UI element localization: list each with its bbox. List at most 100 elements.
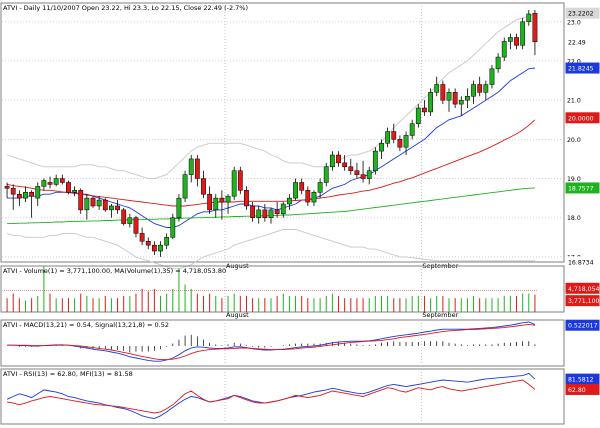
price-header: ATVI - Daily 11/10/2007 Open 23.22, Hi 2… — [3, 4, 248, 12]
candle-body — [520, 21, 526, 46]
candle — [501, 37, 507, 61]
candle — [213, 194, 219, 218]
rsi-series-line-1 — [7, 379, 536, 414]
candle-body — [78, 190, 84, 211]
candle — [4, 182, 10, 199]
candle-body — [532, 12, 538, 43]
candle — [90, 196, 96, 208]
candle — [188, 155, 194, 183]
price-y-tick-label: 20.0 — [567, 137, 581, 144]
candle — [133, 215, 139, 238]
candle-body — [422, 107, 427, 113]
candle-body — [428, 92, 433, 113]
candle — [139, 227, 145, 246]
candle-body — [4, 186, 10, 189]
candle-body — [237, 170, 243, 191]
candle-body — [139, 233, 145, 242]
candle-body — [477, 84, 483, 93]
candle-body — [121, 209, 127, 224]
candle-body — [250, 205, 255, 218]
rsi-series-line-0 — [6, 372, 536, 419]
candle-body — [102, 199, 108, 211]
macd-flag-label: 0.522017 — [568, 323, 598, 330]
candle-body — [489, 68, 495, 85]
candle — [256, 205, 262, 224]
candle-body — [391, 131, 397, 140]
candle — [329, 151, 335, 171]
candle — [29, 190, 35, 218]
candle-body — [16, 193, 22, 199]
candle-body — [526, 13, 532, 23]
candle — [440, 80, 446, 105]
candle-body — [458, 99, 464, 105]
price-frame — [0, 2, 565, 263]
candle-body — [305, 190, 311, 203]
candle — [299, 178, 305, 195]
candle-body — [323, 166, 329, 183]
macd-header: ATVI - MACD(13,21) = 0.54, Signal(13,21,… — [3, 321, 169, 329]
candle-body — [287, 197, 292, 205]
candle — [151, 241, 157, 255]
candle-body — [274, 209, 280, 215]
candle-body — [53, 178, 59, 185]
macd-panel: ATVI - MACD(13,21) = 0.54, Signal(13,21,… — [0, 319, 600, 367]
candle-body — [262, 209, 268, 218]
candle-body — [483, 84, 489, 93]
volume-flag-box — [565, 295, 600, 307]
candle — [84, 194, 90, 220]
price-flag-label: 22.49 — [568, 39, 586, 46]
candle-body — [471, 84, 476, 97]
candle-body — [164, 237, 170, 246]
candle-body — [354, 170, 360, 175]
candle-body — [440, 84, 446, 101]
price-flag-box — [565, 112, 600, 124]
price-y-tick-label: 18.0 — [567, 215, 581, 222]
candle-body — [225, 195, 231, 203]
candle — [170, 213, 176, 240]
candle-body — [348, 166, 354, 171]
price-flag-box — [565, 256, 600, 268]
candle — [219, 190, 225, 220]
candle — [182, 170, 188, 203]
candle-body — [219, 197, 225, 203]
candle-body — [201, 178, 206, 195]
candle — [409, 119, 415, 140]
candle-body — [145, 240, 151, 246]
candle-body — [465, 96, 470, 101]
candle — [145, 237, 151, 250]
candle — [422, 100, 427, 116]
candle — [348, 158, 354, 175]
candle — [428, 88, 433, 116]
candle — [434, 76, 440, 97]
volume-header: ATVI - Volume(1) = 3,771,100.00, MA(Volu… — [3, 267, 226, 275]
candle-body — [336, 154, 341, 164]
candle — [336, 151, 341, 167]
candle-body — [317, 182, 323, 193]
candle — [96, 196, 102, 210]
candle — [520, 17, 526, 50]
candle-body — [293, 182, 298, 199]
volume-flag-label: 4,718,054 — [568, 286, 600, 293]
candle-body — [397, 139, 403, 148]
candle-body — [342, 162, 348, 168]
candle-body — [360, 174, 366, 179]
candle — [121, 207, 127, 226]
candle — [59, 174, 65, 185]
candle — [237, 166, 243, 195]
candle — [225, 194, 231, 214]
candle-body — [244, 190, 249, 207]
candle — [323, 162, 329, 187]
macd-frame — [0, 319, 565, 367]
volume-panel: AugustSeptemberOctoberATVI - Volume(1) =… — [0, 265, 600, 319]
volume-frame — [0, 265, 565, 313]
candle-body — [127, 217, 133, 224]
volume-month-label: September — [422, 311, 458, 319]
candle — [207, 186, 213, 214]
candle — [372, 147, 378, 175]
candle — [532, 10, 538, 56]
candle-body — [409, 123, 415, 136]
candle — [244, 186, 249, 210]
candle-body — [366, 170, 372, 179]
candle — [231, 166, 237, 201]
candle-body — [268, 209, 274, 218]
